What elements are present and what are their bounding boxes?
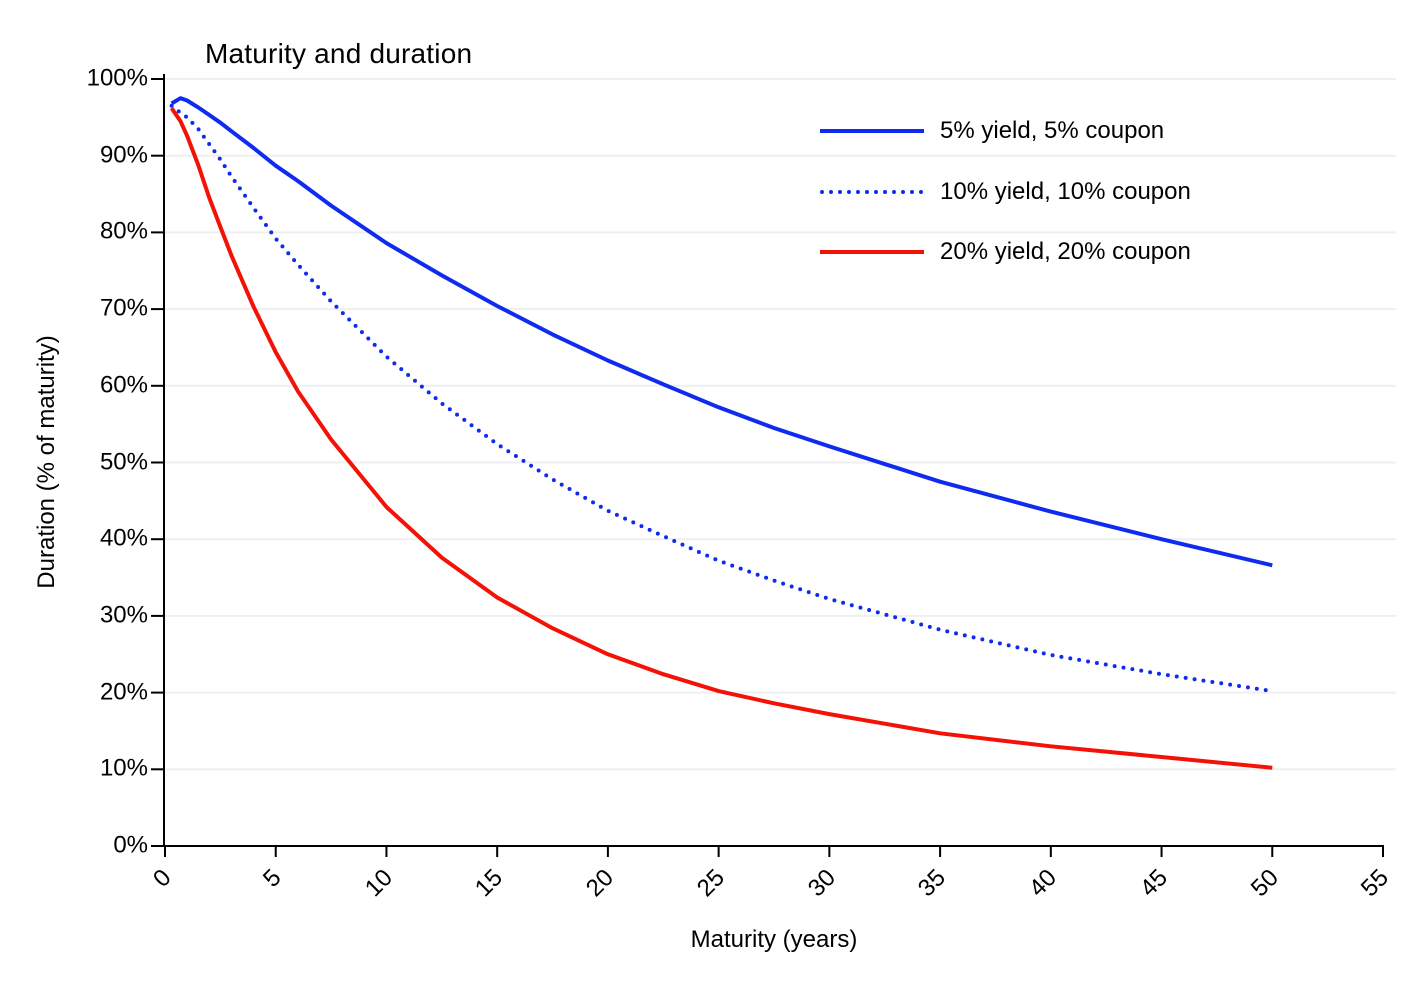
series-line-2 bbox=[169, 103, 1275, 694]
legend-label: 20% yield, 20% coupon bbox=[940, 238, 1191, 266]
y-tick-label: 90% bbox=[99, 141, 148, 169]
legend-line-solid-blue-icon bbox=[820, 129, 924, 134]
y-tick-label: 70% bbox=[99, 294, 148, 322]
y-tick-label: 80% bbox=[99, 217, 148, 245]
y-tick-label: 30% bbox=[99, 601, 148, 629]
legend-item-5pct: 5% yield, 5% coupon bbox=[818, 101, 1191, 162]
legend-line-dotted-blue-icon bbox=[820, 189, 926, 194]
y-tick-label: 40% bbox=[99, 524, 148, 552]
y-tick-label: 50% bbox=[99, 447, 148, 475]
legend: 5% yield, 5% coupon 10% yield, 10% coupo… bbox=[818, 101, 1191, 283]
y-tick-label: 100% bbox=[86, 64, 148, 92]
legend-item-20pct: 20% yield, 20% coupon bbox=[818, 222, 1191, 283]
series-line-3 bbox=[169, 106, 1273, 770]
legend-line-solid-red-icon bbox=[820, 250, 924, 255]
y-tick-label: 20% bbox=[99, 678, 148, 706]
legend-item-10pct: 10% yield, 10% coupon bbox=[818, 162, 1191, 223]
y-tick-label: 10% bbox=[99, 754, 148, 782]
legend-label: 10% yield, 10% coupon bbox=[940, 177, 1191, 205]
y-tick-label: 0% bbox=[113, 831, 148, 859]
series-line-1 bbox=[170, 96, 1273, 568]
x-axis-title: Maturity (years) bbox=[690, 926, 858, 953]
chart-title: Maturity and duration bbox=[205, 38, 473, 69]
legend-label: 5% yield, 5% coupon bbox=[940, 117, 1165, 145]
y-tick-label: 60% bbox=[99, 371, 148, 399]
y-axis-title: Duration (% of maturity) bbox=[33, 335, 60, 589]
